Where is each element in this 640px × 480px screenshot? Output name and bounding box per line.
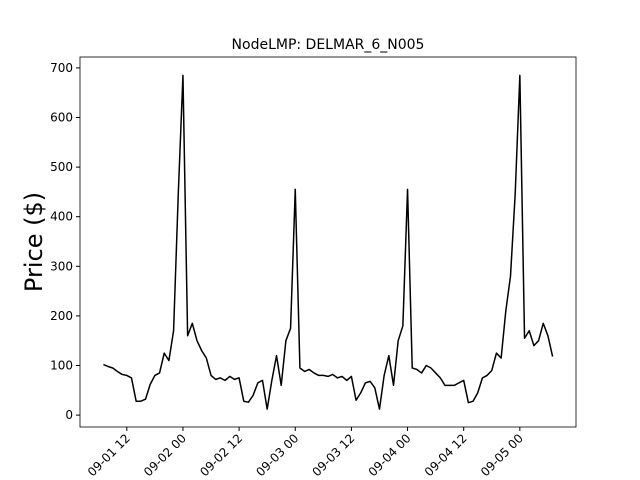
y-tick-label: 100 [50,358,73,372]
y-tick-label: 200 [50,309,73,323]
price-line [103,74,554,410]
x-tick-label: 09-04 00 [366,431,414,479]
y-tick-label: 300 [50,259,73,273]
y-tick-label: 600 [50,111,73,125]
x-tick-label: 09-03 12 [309,431,357,479]
x-tick-label: 09-05 00 [478,431,526,479]
plot-frame [79,56,577,428]
x-tick-label: 09-04 12 [422,431,470,479]
y-tick-label: 0 [65,408,73,422]
x-tick-label: 09-03 00 [253,431,301,479]
y-axis-label: Price ($) [20,192,48,292]
y-tick-label: 400 [50,210,73,224]
x-tick-label: 09-02 00 [141,431,189,479]
chart-title: NodeLMP: DELMAR_6_N005 [232,37,425,53]
x-tick-label: 09-01 12 [85,431,133,479]
y-tick-label: 700 [50,61,73,75]
y-tick-label: 500 [50,160,73,174]
x-tick-label: 09-02 12 [197,431,245,479]
